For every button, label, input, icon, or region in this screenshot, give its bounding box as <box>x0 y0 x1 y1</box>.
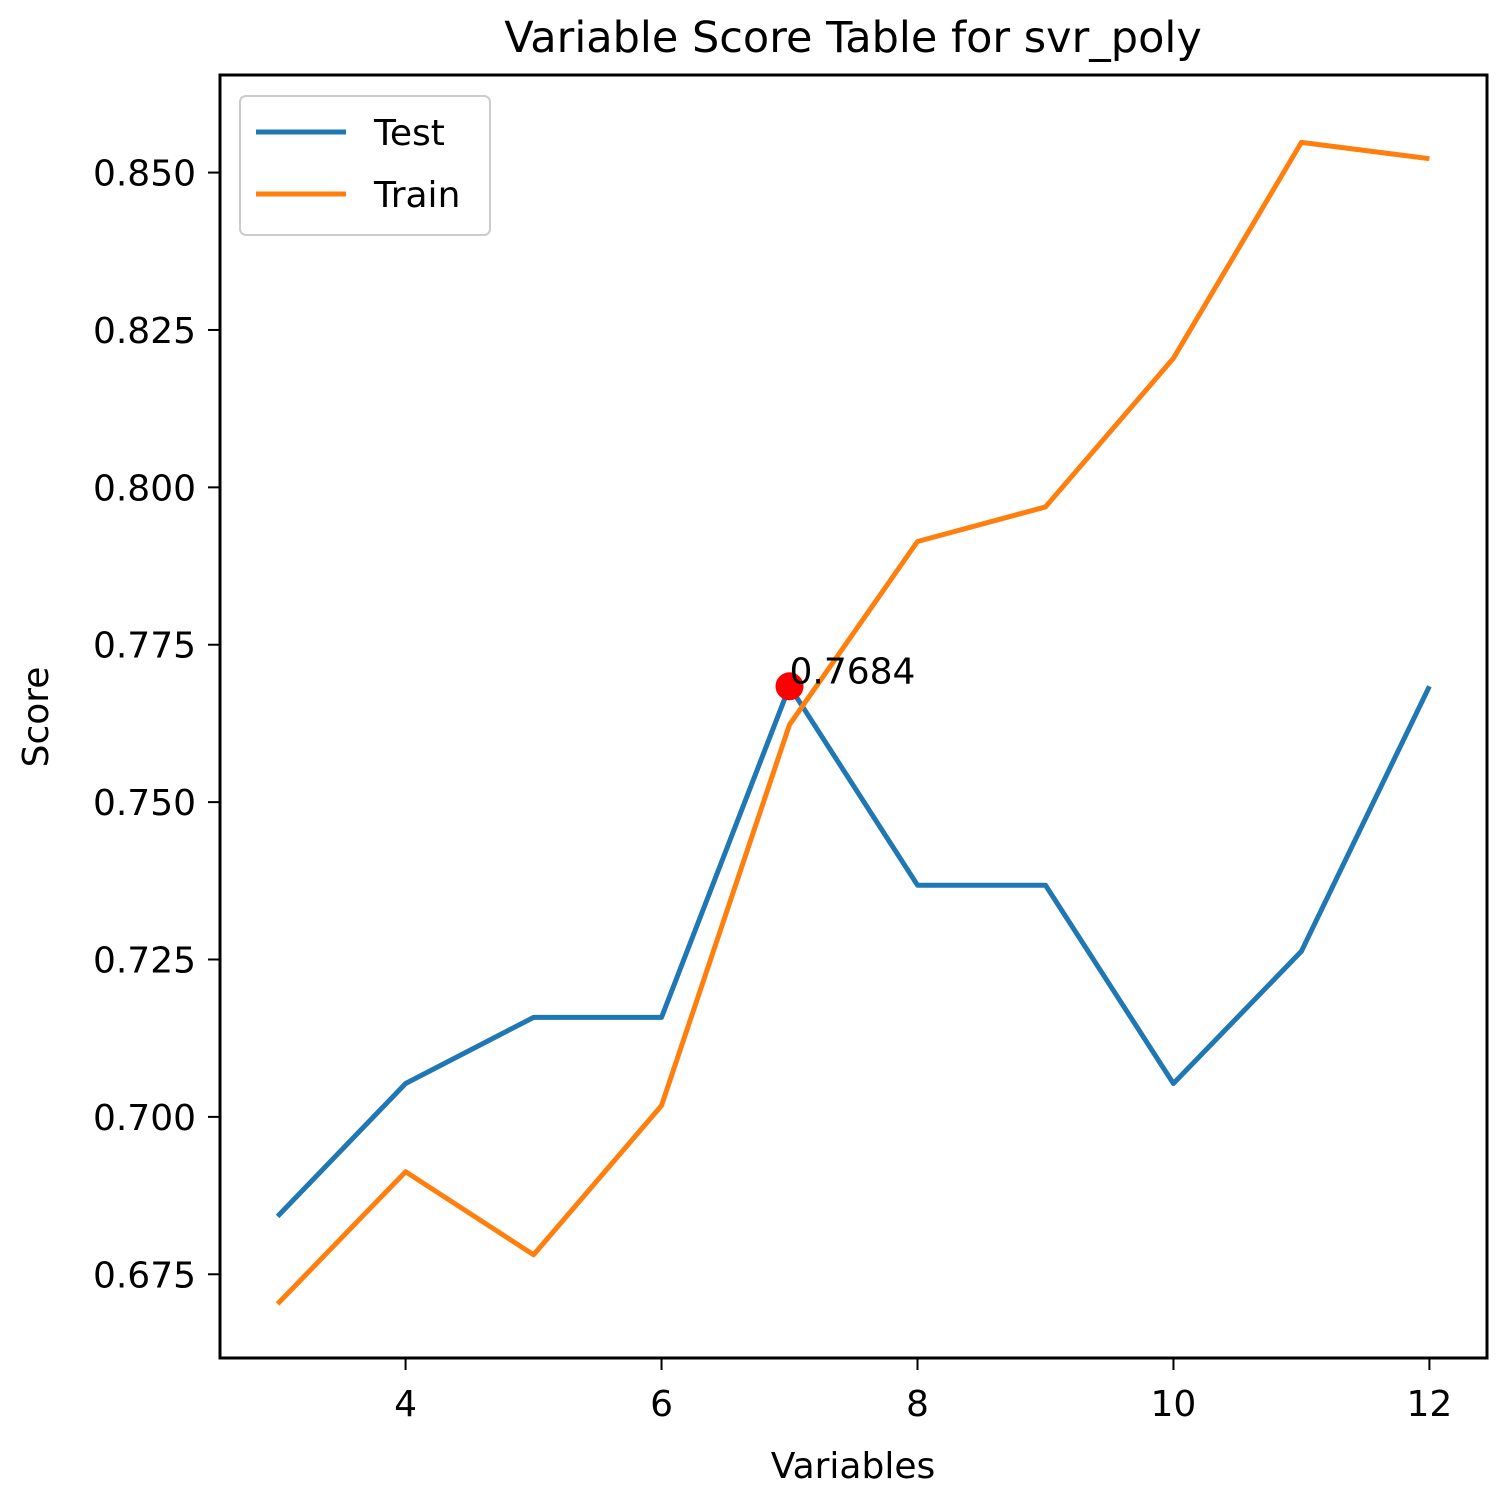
highlight-point <box>775 672 804 701</box>
legend-label-test: Test <box>373 113 445 154</box>
legend: Test Train <box>239 95 491 236</box>
x-tick-label: 8 <box>906 1384 929 1425</box>
y-tick-label: 0.775 <box>93 626 196 667</box>
legend-label-train: Train <box>373 175 460 216</box>
highlight-label: 0.7684 <box>790 651 916 692</box>
x-axis-label: Variables <box>771 1446 936 1487</box>
y-axis: 0.675 0.700 0.725 0.750 0.775 0.800 0.825 0.850 <box>93 154 220 1296</box>
highlight-layer: 0.7684 <box>775 651 916 701</box>
x-tick-label: 10 <box>1151 1384 1197 1425</box>
chart-title: Variable Score Table for svr_poly <box>504 13 1202 63</box>
y-axis-label: Score <box>16 667 57 768</box>
y-tick-label: 0.850 <box>93 154 196 195</box>
x-tick-label: 4 <box>394 1384 417 1425</box>
y-tick-label: 0.725 <box>93 941 196 982</box>
y-tick-label: 0.675 <box>93 1255 196 1296</box>
y-tick-label: 0.700 <box>93 1098 196 1139</box>
x-axis: 4 6 8 10 12 <box>394 1358 1452 1425</box>
series-line-train <box>275 139 1430 1306</box>
x-tick-label: 6 <box>650 1384 673 1425</box>
y-tick-label: 0.825 <box>93 311 196 352</box>
y-tick-label: 0.800 <box>93 468 196 509</box>
plot-lines <box>275 139 1432 1306</box>
x-tick-label: 12 <box>1407 1384 1453 1425</box>
series-line-test <box>275 683 1432 1219</box>
y-tick-label: 0.750 <box>93 783 196 824</box>
plot-frame <box>218 73 1489 1360</box>
